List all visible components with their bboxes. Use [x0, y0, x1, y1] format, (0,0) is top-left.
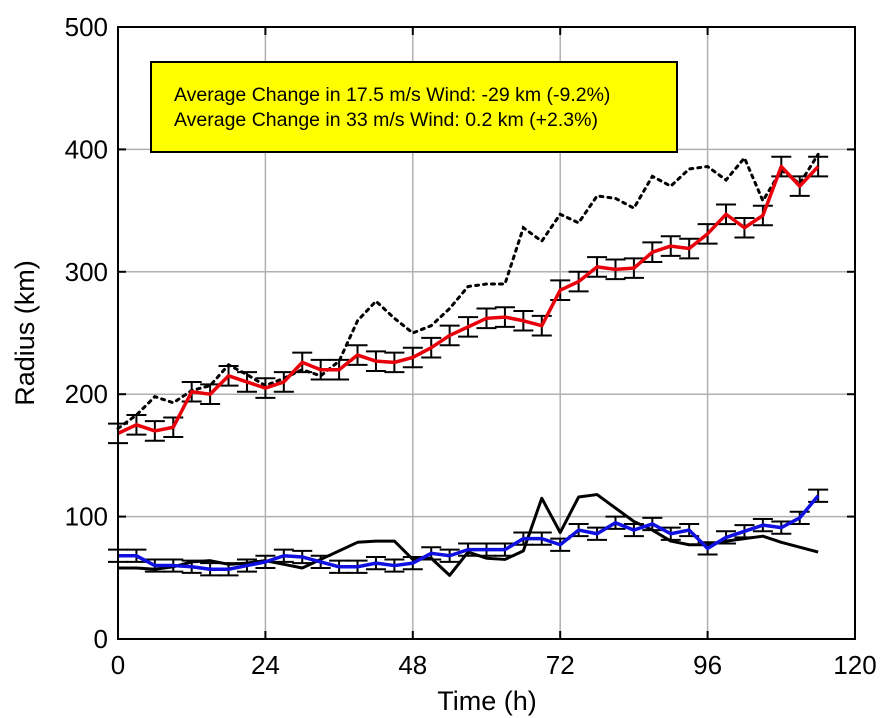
x-tick-label: 48 [398, 650, 427, 680]
series-line-dotted [116, 152, 820, 430]
x-tick-label: 0 [111, 650, 125, 680]
y-axis-label: Radius (km) [10, 260, 40, 406]
series-3 [108, 488, 829, 577]
y-tick-label: 100 [65, 502, 108, 532]
plot-frame [117, 26, 856, 640]
x-tick-label: 24 [251, 650, 280, 680]
annotation-background [150, 61, 678, 153]
series-0 [116, 152, 820, 430]
error-bars [108, 155, 829, 445]
series-layer [108, 152, 829, 577]
annotation-box: Average Change in 17.5 m/s Wind: -29 km … [150, 61, 678, 153]
error-bars [108, 488, 829, 577]
series-line-mean [118, 494, 820, 571]
series-line-mean [117, 164, 820, 435]
y-tick-label: 500 [65, 12, 108, 42]
y-tick-label: 300 [65, 257, 108, 287]
y-tick-label: 200 [65, 379, 108, 409]
x-tick-label: 120 [833, 650, 876, 680]
annotation-line-2: Average Change in 33 m/s Wind: 0.2 km (+… [174, 109, 598, 131]
y-tick-label: 0 [94, 624, 108, 654]
x-tick-label: 72 [546, 650, 575, 680]
annotation-line-1: Average Change in 17.5 m/s Wind: -29 km … [174, 84, 610, 106]
series-1 [108, 155, 829, 445]
axis-ticks: 0 24 48 72 96 120 0 100 200 300 400 500 [65, 12, 877, 680]
x-tick-label: 96 [693, 650, 722, 680]
x-axis-label: Time (h) [437, 686, 537, 716]
y-tick-label: 400 [65, 134, 108, 164]
